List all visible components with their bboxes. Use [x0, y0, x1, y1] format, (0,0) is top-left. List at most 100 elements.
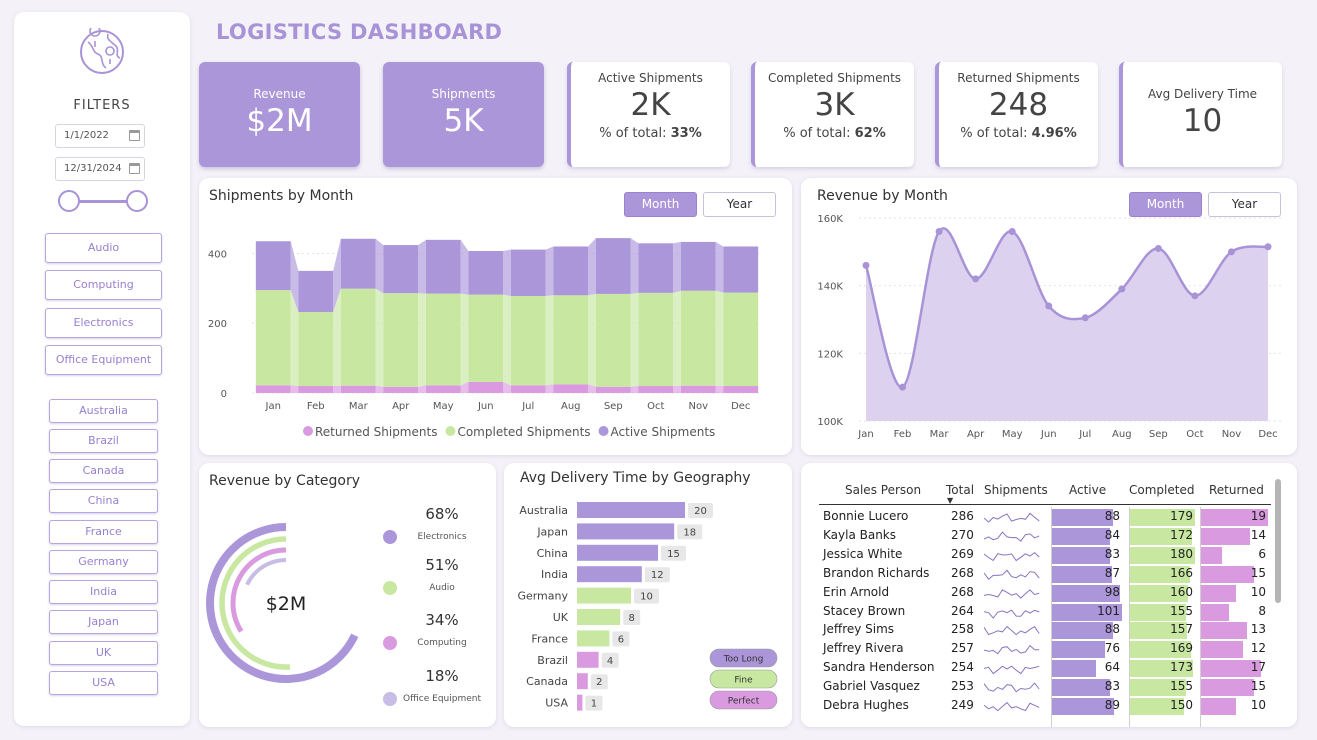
series-ribbon: [460, 293, 469, 386]
table-scrollbar[interactable]: [1275, 479, 1281, 603]
end-date-input[interactable]: 12/31/2024: [55, 157, 145, 181]
series-ribbon: [418, 239, 426, 294]
x-tick-label: Feb: [307, 401, 325, 412]
x-tick-label: Aug: [561, 401, 581, 412]
date-range-slider[interactable]: [58, 189, 148, 213]
shipments-sparkline: [984, 665, 1040, 675]
calendar-icon[interactable]: [129, 163, 140, 174]
category-pct: 18%: [425, 667, 458, 685]
series-ribbon: [673, 290, 681, 387]
cell-returned-bar: [1201, 622, 1247, 640]
sparkline-path: [984, 682, 1040, 693]
geo-filter-japan[interactable]: Japan: [49, 610, 158, 634]
cell-completed-value: 157: [1170, 622, 1193, 637]
category-arc: [219, 536, 291, 670]
header-sales-person[interactable]: Sales Person: [845, 483, 922, 497]
cell-active-bar: [1052, 565, 1113, 583]
header-total[interactable]: Total: [946, 483, 975, 497]
geo-filter-germany[interactable]: Germany: [49, 550, 158, 574]
sort-desc-icon[interactable]: ▼: [947, 496, 954, 505]
geo-filter-usa[interactable]: USA: [49, 671, 158, 695]
calendar-icon[interactable]: [129, 130, 140, 141]
data-point: [1008, 228, 1016, 236]
category-filter-electronics[interactable]: Electronics: [45, 308, 162, 338]
header-shipments[interactable]: Shipments: [984, 483, 1048, 497]
category-name: Office Equipment: [403, 694, 481, 704]
geo-filter-china[interactable]: China: [49, 489, 158, 513]
x-tick-label: May: [433, 401, 454, 412]
slider-track[interactable]: [68, 200, 138, 203]
category-filter-office-equipment[interactable]: Office Equipment: [45, 345, 162, 375]
sparkline-path: [984, 645, 1040, 655]
category-filter-audio[interactable]: Audio: [45, 233, 162, 263]
series-ribbon: [333, 238, 341, 313]
bar-segment: [425, 385, 461, 393]
revenue-area: [866, 228, 1268, 421]
legend-marker: [383, 692, 397, 706]
header-divider: [819, 504, 1271, 505]
legend-marker: [303, 426, 313, 436]
geo-filter-brazil[interactable]: Brazil: [49, 429, 158, 453]
cell-active-value: 84: [1104, 527, 1120, 542]
cell-completed-bar: [1130, 603, 1186, 621]
cell-active-value: 87: [1104, 565, 1120, 580]
kpi-shipments-card: Shipments 5K: [383, 62, 544, 167]
data-point: [972, 275, 980, 283]
cell-returned-value: 6: [1258, 546, 1266, 561]
shipments-sparkline: [984, 569, 1040, 580]
data-point: [1118, 285, 1126, 293]
cell-active-bar: [1052, 584, 1120, 602]
header-returned[interactable]: Returned: [1209, 483, 1264, 497]
geo-filter-france[interactable]: France: [49, 520, 158, 544]
bar-segment: [595, 293, 631, 387]
geo-value: 2: [596, 677, 602, 688]
x-tick-label: Jun: [1040, 429, 1057, 440]
category-filter-computing[interactable]: Computing: [45, 270, 162, 300]
geo-filter-australia[interactable]: Australia: [49, 399, 158, 423]
shipments-sparkline: [984, 626, 1040, 636]
bar-segment: [680, 241, 716, 291]
cell-returned-value: 17: [1250, 660, 1266, 675]
geo-filter-india[interactable]: India: [49, 580, 158, 604]
y-tick-label: 160K: [817, 214, 843, 225]
cell-completed-value: 160: [1170, 584, 1193, 599]
filters-title: FILTERS: [73, 98, 131, 113]
series-ribbon: [673, 385, 681, 393]
slider-end-handle[interactable]: [126, 190, 148, 212]
x-tick-label: Apr: [392, 401, 410, 412]
header-active[interactable]: Active: [1069, 483, 1107, 497]
shipments-month-toggle[interactable]: Month: [624, 192, 697, 217]
cell-total: 270: [951, 527, 974, 542]
category-radial-chart: $2M 68% Electronics 51% Audio 34% Computing 18%…: [206, 505, 481, 706]
data-point: [899, 383, 907, 391]
data-point: [1264, 243, 1272, 251]
cell-person: Debra Hughes: [823, 698, 909, 712]
bar-segment: [553, 384, 589, 393]
shipments-year-toggle[interactable]: Year: [703, 192, 776, 217]
geo-filter-canada[interactable]: Canada: [49, 459, 158, 483]
category-arc: [245, 558, 287, 586]
cell-active-value: 101: [1097, 603, 1120, 618]
cell-completed-bar: [1130, 622, 1187, 640]
revenue-year-toggle[interactable]: Year: [1208, 192, 1281, 217]
kpi-shipments-label: Shipments: [431, 87, 496, 101]
geo-label: USA: [545, 697, 568, 710]
slider-start-handle[interactable]: [58, 190, 80, 212]
geo-label: Australia: [519, 504, 568, 517]
geo-filter-uk[interactable]: UK: [49, 641, 158, 665]
start-date-input[interactable]: 1/1/2022: [55, 124, 145, 148]
cell-active-bar: [1052, 622, 1113, 640]
legend-label: Active Shipments: [611, 425, 716, 439]
y-tick-label: 200: [208, 319, 227, 330]
geo-bar: [577, 566, 642, 583]
revenue-month-toggle[interactable]: Month: [1129, 192, 1202, 217]
geo-legend-label: Too Long: [723, 655, 764, 665]
cell-total: 257: [951, 641, 974, 656]
column-separator: [1200, 507, 1201, 727]
cell-total: 268: [951, 584, 974, 599]
cell-completed-value: 173: [1170, 660, 1193, 675]
cell-total: 254: [951, 660, 974, 675]
shipments-sparkline: [984, 512, 1040, 523]
geo-bar: [577, 694, 583, 711]
header-completed[interactable]: Completed: [1129, 483, 1195, 497]
